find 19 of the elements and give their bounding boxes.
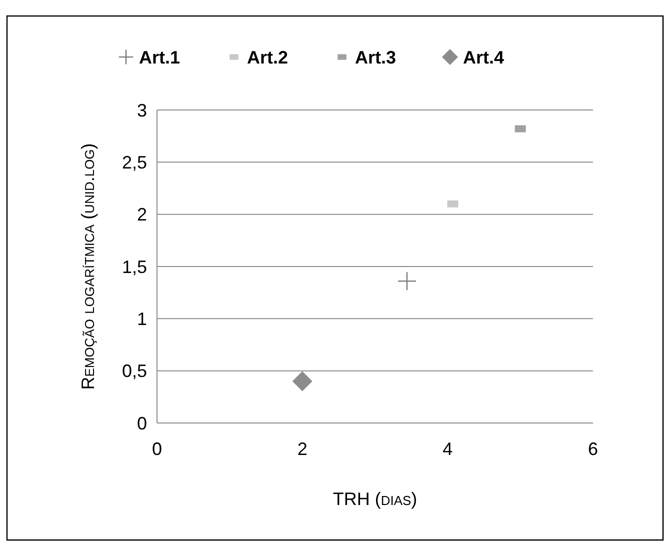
y-tick-label: 0 <box>136 413 147 434</box>
y-tick-label: 0,5 <box>122 361 147 382</box>
legend-label: Art.3 <box>355 47 396 68</box>
point <box>397 271 417 291</box>
y-tick-label: 2 <box>136 204 147 225</box>
legend-label: Art.4 <box>463 47 504 68</box>
legend-label: Art.1 <box>139 47 180 68</box>
y-axis-title: Remoção logarítmica (unid.log) <box>78 143 98 390</box>
point <box>292 371 312 392</box>
x-tick-label: 0 <box>152 439 162 459</box>
x-tick-label: 2 <box>297 439 308 459</box>
y-tick-label: 1 <box>136 308 147 329</box>
y-tick-label: 3 <box>136 100 147 120</box>
x-tick-label: 4 <box>442 439 453 459</box>
x-tick-label: 6 <box>588 439 598 459</box>
x-axis-title: TRH (dias) <box>332 489 418 509</box>
y-tick-label: 1,5 <box>122 256 147 277</box>
legend-label: Art.2 <box>247 47 288 68</box>
y-tick-label: 2,5 <box>122 152 147 172</box>
